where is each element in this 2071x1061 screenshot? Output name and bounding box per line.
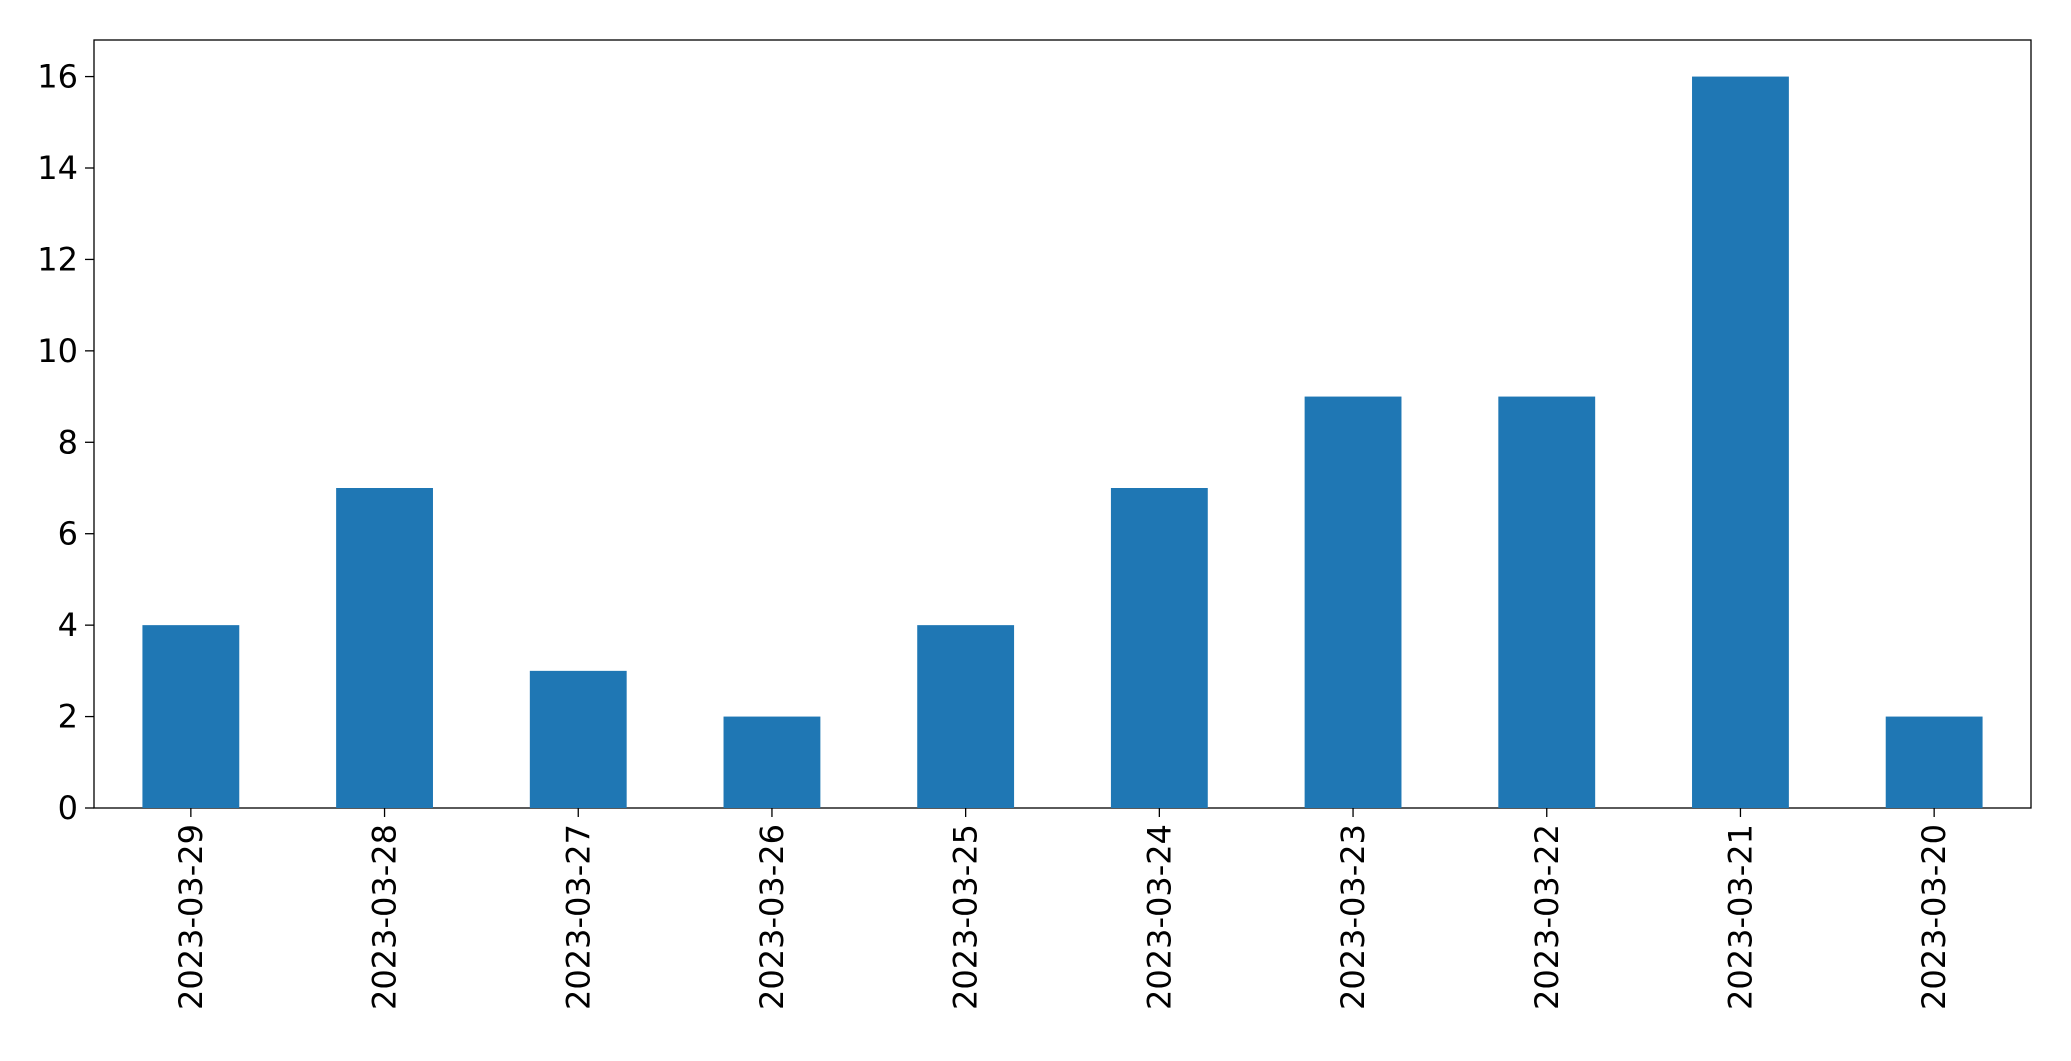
x-tick-label: 2023-03-28	[366, 824, 404, 1010]
bar	[917, 625, 1015, 808]
x-tick-label: 2023-03-21	[1721, 824, 1759, 1010]
y-tick-label: 2	[58, 698, 78, 736]
y-tick-label: 8	[58, 423, 78, 461]
y-tick-label: 16	[37, 58, 78, 96]
x-tick-label: 2023-03-23	[1334, 824, 1372, 1010]
y-tick-label: 10	[37, 332, 78, 370]
y-tick-label: 12	[37, 240, 78, 278]
bar	[1692, 76, 1789, 809]
y-tick-label: 14	[37, 149, 78, 187]
y-tick-label: 0	[58, 789, 78, 827]
y-tick-label: 4	[58, 606, 78, 644]
bar	[723, 716, 821, 808]
axes-frame	[93, 39, 2032, 809]
bar	[142, 625, 240, 808]
x-tick-label: 2023-03-27	[559, 824, 597, 1010]
x-tick-label: 2023-03-29	[172, 824, 210, 1010]
bar	[336, 488, 433, 808]
x-tick-label: 2023-03-24	[1140, 824, 1178, 1010]
bar	[1304, 396, 1402, 808]
x-tick-label: 2023-03-25	[947, 824, 985, 1010]
y-tick-label: 6	[58, 515, 78, 553]
x-tick-label: 2023-03-20	[1915, 824, 1953, 1010]
bar	[1110, 488, 1208, 808]
bar	[529, 670, 627, 808]
bar	[1885, 716, 1983, 808]
bar	[1498, 396, 1596, 808]
x-tick-label: 2023-03-22	[1528, 824, 1566, 1010]
x-tick-label: 2023-03-26	[753, 824, 791, 1010]
